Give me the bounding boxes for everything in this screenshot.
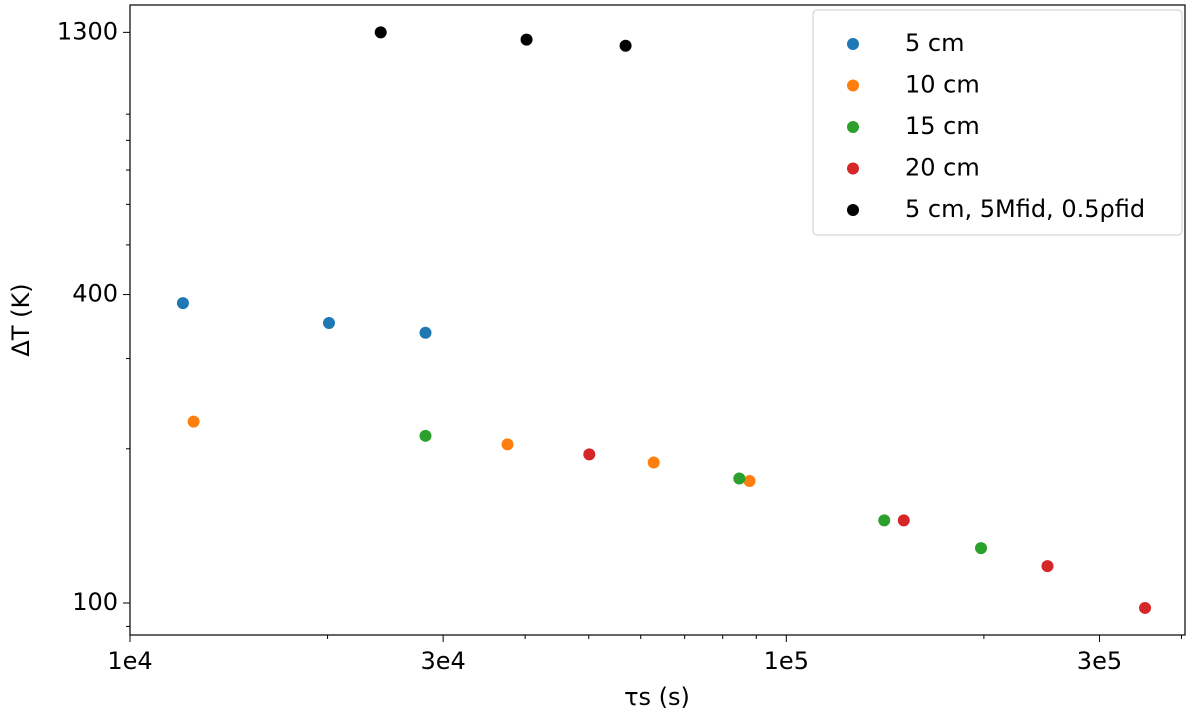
point — [743, 475, 756, 488]
legend-marker — [847, 38, 859, 50]
point — [520, 33, 533, 46]
point — [501, 438, 514, 451]
point — [1139, 601, 1152, 614]
point — [419, 429, 432, 442]
legend-label: 5 cm — [905, 29, 964, 57]
x-tick-label: 1e4 — [107, 647, 152, 675]
point — [583, 448, 596, 461]
plot-frame — [129, 4, 1186, 636]
legend-marker — [847, 162, 859, 175]
x-tick-label: 3e4 — [420, 647, 465, 675]
x-tick-label: 1e5 — [764, 647, 809, 675]
point — [322, 317, 335, 330]
y-axis-label: ΔT (K) — [7, 283, 35, 356]
point — [187, 415, 200, 428]
legend-marker — [847, 121, 859, 133]
point — [733, 472, 746, 485]
y-tick-label: 400 — [72, 280, 118, 308]
legend-label: 15 cm — [905, 112, 980, 140]
point — [176, 297, 189, 310]
y-tick-label: 100 — [72, 588, 118, 616]
point — [1041, 560, 1054, 573]
point — [897, 514, 910, 527]
x-axis-label: τs (s) — [624, 683, 690, 711]
legend-marker — [847, 204, 859, 216]
y-tick-label: 1300 — [57, 17, 118, 45]
point — [878, 514, 891, 527]
point — [419, 326, 432, 339]
point — [374, 26, 387, 39]
legend-marker — [847, 79, 859, 92]
legend-label: 5 cm, 5Mfid, 0.5ρfid — [905, 195, 1145, 223]
point — [647, 456, 660, 469]
x-tick-label: 3e5 — [1077, 647, 1122, 675]
legend-box — [812, 9, 1183, 236]
point — [975, 542, 988, 555]
point — [619, 39, 632, 52]
legend-label: 10 cm — [905, 71, 980, 99]
legend-label: 20 cm — [905, 154, 980, 182]
